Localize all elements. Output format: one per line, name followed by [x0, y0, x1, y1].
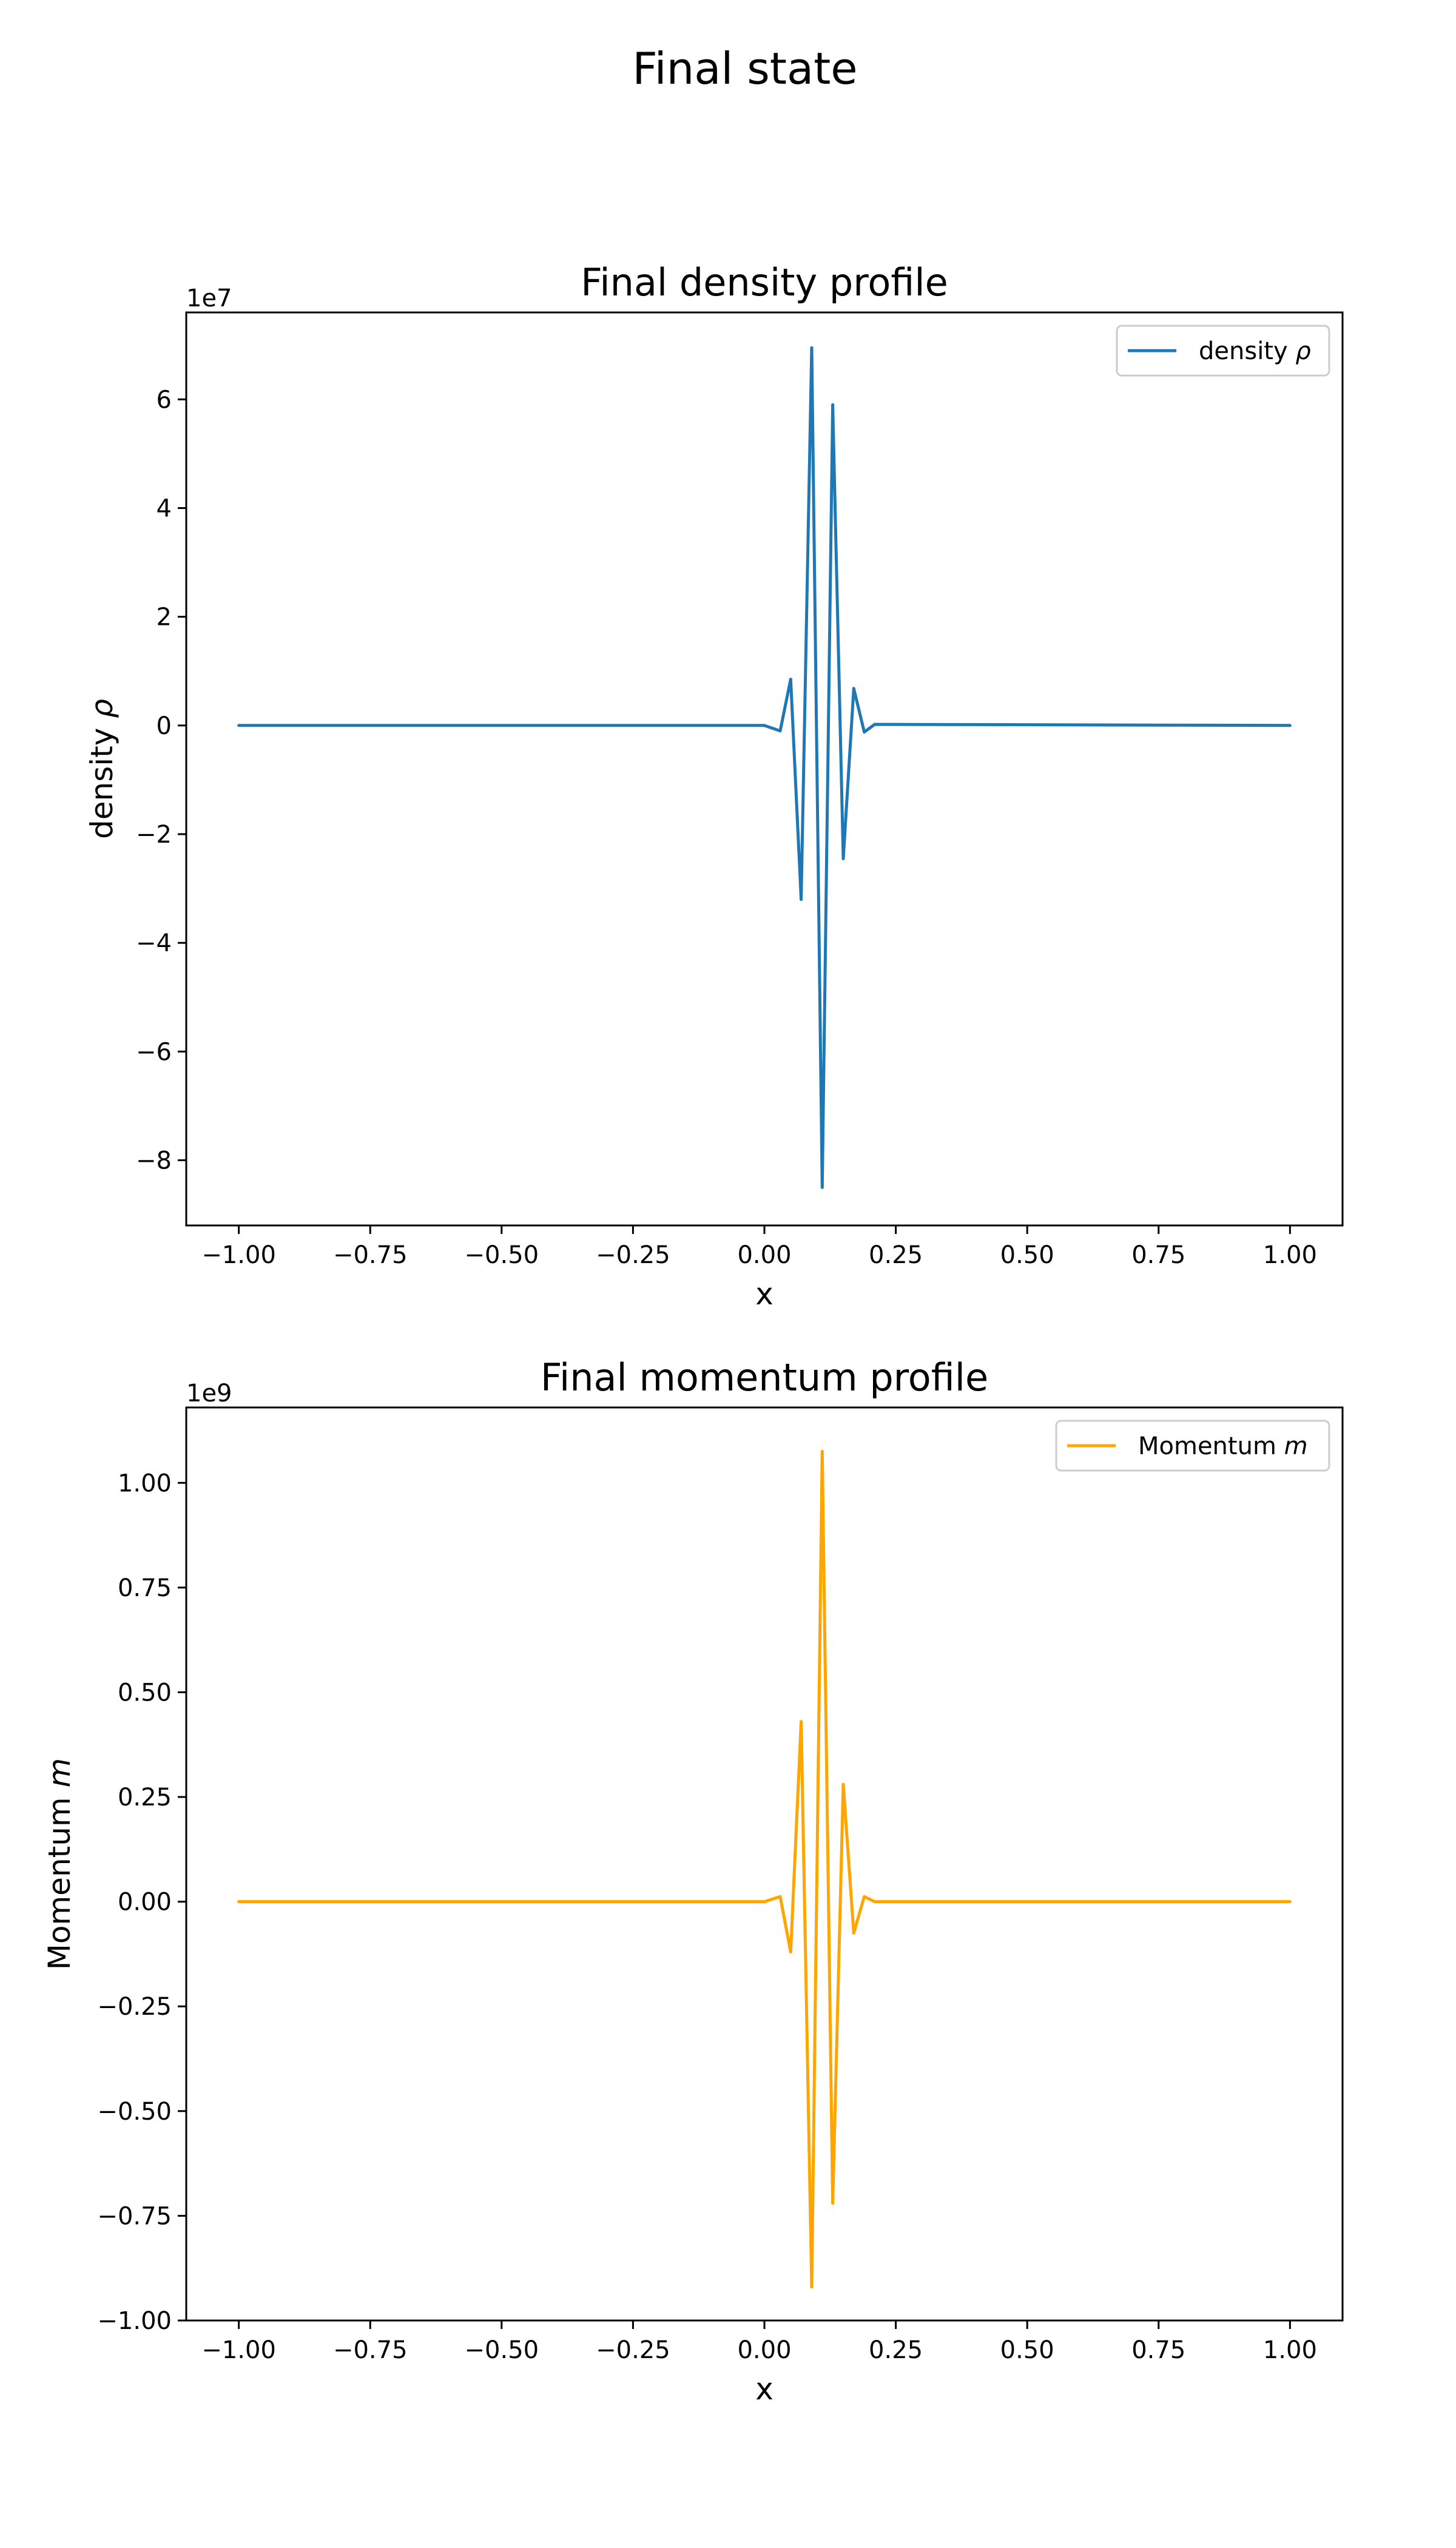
density-y-axis-label-symbol: ρ [84, 699, 120, 718]
figure-title: Final state [632, 43, 857, 94]
momentum-y-axis-label: Momentum m [42, 1758, 77, 1970]
density-y-tick-label: 6 [157, 386, 172, 414]
density-legend-label: density ρ [1199, 337, 1311, 365]
momentum-y-tick-label: −0.75 [97, 2202, 172, 2230]
momentum-data-point [810, 2285, 814, 2289]
density-data-point [1288, 724, 1292, 727]
density-y-axis-label-text: density [84, 718, 120, 839]
density-x-tick-label: 0.25 [869, 1241, 923, 1269]
momentum-legend-label-symbol: m [1284, 1432, 1308, 1460]
momentum-x-axis-label: x [755, 2371, 774, 2407]
density-legend-box [1116, 325, 1330, 377]
momentum-x-tick-label: 0.50 [1000, 2336, 1054, 2364]
momentum-x-tick-label: −0.50 [465, 2336, 539, 2364]
momentum-data-point [852, 1931, 855, 1935]
density-data-point [237, 724, 241, 727]
momentum-x-tick-label: −0.75 [333, 2336, 408, 2364]
momentum-x-tick-label: −1.00 [201, 2336, 276, 2364]
density-data-point [763, 724, 766, 727]
momentum-x-tick-label: 1.00 [1263, 2336, 1317, 2364]
momentum-data-point [820, 1449, 824, 1453]
momentum-chart: Final momentum profile −1.00 −0.75 −0.50 −0.… [42, 1355, 1344, 2407]
momentum-x-tick-label: 0.75 [1131, 2336, 1185, 2364]
density-x-axis-label: x [755, 1276, 774, 1312]
density-x-tick-label: 0.00 [737, 1241, 791, 1269]
momentum-legend-box [1055, 1420, 1330, 1472]
density-chart-title: Final density profile [581, 260, 948, 305]
density-y-tick-label: −6 [136, 1038, 172, 1066]
density-data-point [800, 898, 803, 901]
momentum-data-point [831, 2202, 835, 2205]
momentum-x-tick-label: 0.25 [869, 2336, 923, 2364]
momentum-offset-text: 1e9 [186, 1380, 232, 1407]
density-legend-label-symbol: ρ [1295, 337, 1310, 365]
momentum-y-axis-label-symbol: m [42, 1758, 77, 1788]
density-y-tick-label: 0 [157, 712, 172, 740]
density-data-point [852, 687, 855, 690]
momentum-y-tick-label: 1.00 [118, 1469, 172, 1497]
momentum-data-point [863, 1895, 866, 1898]
momentum-y-tick-label: −1.00 [97, 2307, 172, 2335]
momentum-data-point [763, 1900, 766, 1904]
density-x-tick-label: 0.50 [1000, 1241, 1054, 1269]
momentum-chart-title: Final momentum profile [541, 1355, 988, 1400]
density-x-tick-label: −0.50 [465, 1241, 539, 1269]
momentum-y-tick-label: 0.75 [118, 1574, 172, 1602]
density-offset-text: 1e7 [186, 285, 232, 312]
momentum-data-point [1288, 1900, 1292, 1904]
momentum-data-point [237, 1900, 241, 1904]
momentum-legend-label: Momentum m [1138, 1432, 1308, 1460]
density-data-point [810, 346, 814, 349]
momentum-x-tick-label: 0.00 [737, 2336, 791, 2364]
density-data-point [841, 857, 845, 860]
momentum-data-point [778, 1895, 782, 1898]
momentum-y-tick-label: 0.00 [118, 1889, 172, 1916]
momentum-y-tick-label: 0.50 [118, 1679, 172, 1707]
density-data-point [863, 730, 866, 734]
momentum-y-tick-label: −0.25 [97, 1993, 172, 2021]
momentum-data-point [841, 1782, 845, 1786]
density-y-tick-label: 2 [157, 604, 172, 632]
momentum-y-tick-label: −0.50 [97, 2098, 172, 2126]
momentum-data-point [789, 1950, 792, 1953]
density-chart: Final density profile −1.00 −0.75 −0.50 −0.2… [84, 260, 1344, 1312]
momentum-legend: Momentum m [1055, 1420, 1330, 1472]
density-x-tick-label: −0.25 [596, 1241, 670, 1269]
density-x-tick-label: 1.00 [1263, 1241, 1317, 1269]
density-y-tick-label: −8 [136, 1147, 172, 1175]
momentum-data-point [800, 1720, 803, 1724]
density-legend-label-text: density [1199, 337, 1295, 365]
density-x-tick-label: 0.75 [1131, 1241, 1185, 1269]
density-y-axis-label: density ρ [84, 699, 120, 839]
density-y-tick-label: −2 [136, 821, 172, 849]
density-x-tick-label: −0.75 [333, 1241, 408, 1269]
momentum-legend-label-text: Momentum [1138, 1432, 1284, 1460]
density-data-point [873, 723, 877, 726]
density-x-tick-label: −1.00 [201, 1241, 276, 1269]
momentum-y-axis-label-text: Momentum [42, 1787, 77, 1970]
density-y-tick-label: 4 [157, 495, 172, 523]
momentum-data-point [873, 1900, 877, 1904]
momentum-x-tick-label: −0.25 [596, 2336, 670, 2364]
density-data-point [831, 403, 835, 406]
density-data-point [820, 1185, 824, 1189]
momentum-y-tick-label: 0.25 [118, 1784, 172, 1812]
density-data-point [789, 678, 792, 681]
density-y-tick-label: −4 [136, 929, 172, 957]
density-legend: density ρ [1116, 325, 1330, 377]
density-data-point [778, 729, 782, 733]
